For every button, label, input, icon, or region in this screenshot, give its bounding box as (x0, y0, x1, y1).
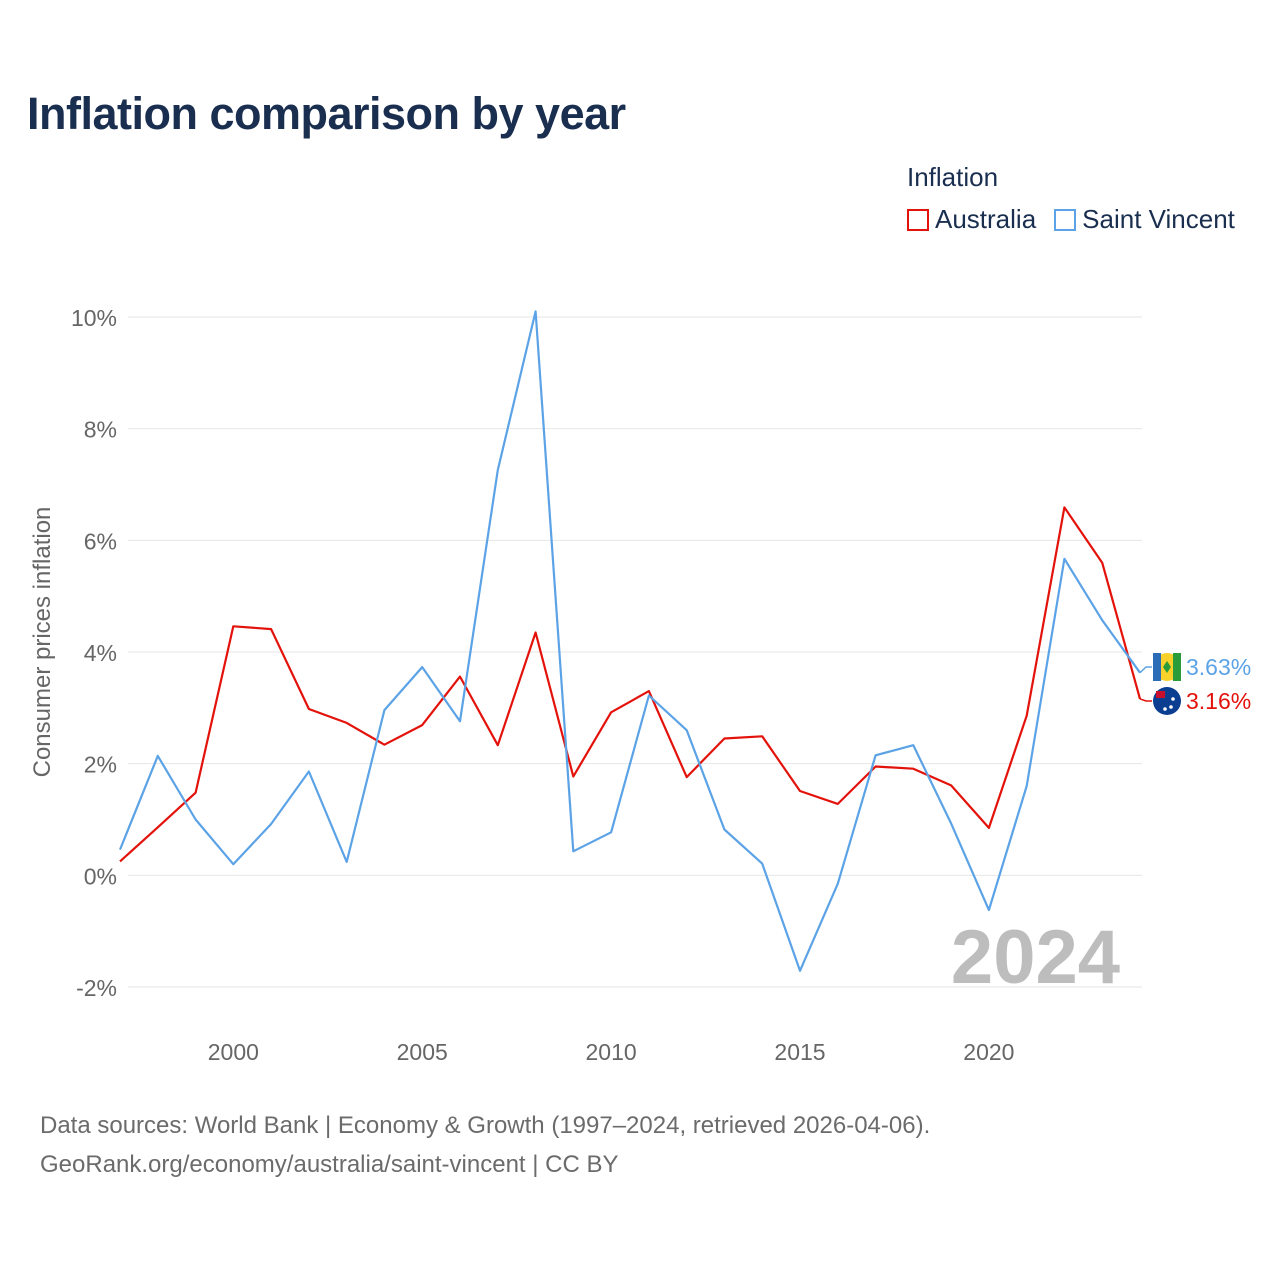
legend-swatch-australia (907, 208, 929, 231)
legend-label-australia: Australia (935, 204, 1037, 234)
footer-link[interactable]: GeoRank.org/economy/australia/saint-vinc… (40, 1151, 619, 1178)
footer: Data sources: World Bank | Economy & Gro… (40, 1106, 930, 1184)
legend-label-saint-vincent: Saint Vincent (1082, 204, 1235, 234)
flag-star (1163, 707, 1167, 711)
x-tick-label: 2020 (963, 1039, 1014, 1065)
series-lines (118, 310, 1142, 972)
y-tick-label: 6% (84, 528, 117, 554)
end-value-label: 3.63% (1186, 654, 1251, 680)
flag-stripe (1173, 653, 1181, 681)
legend-title: Inflation (907, 162, 999, 192)
y-tick-label: 4% (84, 640, 117, 666)
y-tick-label: -2% (76, 975, 117, 1001)
year-watermark: 2024 (951, 915, 1120, 1000)
end-connector (1139, 666, 1152, 674)
legend: Australia Saint Vincent (907, 204, 1253, 235)
end-connector (1139, 698, 1152, 702)
flag-stripe (1153, 653, 1161, 681)
series-line-australia[interactable] (119, 506, 1142, 863)
flag-star (1171, 697, 1175, 701)
x-tick-label: 2005 (397, 1039, 448, 1065)
y-tick-label: 8% (84, 417, 117, 443)
legend-swatch-saint-vincent (1054, 208, 1077, 231)
flag-star (1169, 705, 1173, 709)
legend-item-saint-vincent[interactable]: Saint Vincent (1054, 204, 1235, 235)
end-value-label: 3.16% (1186, 688, 1251, 714)
flag-diamond (1163, 661, 1171, 673)
y-axis-label: Consumer prices inflation (29, 507, 56, 778)
legend-item-australia[interactable]: Australia (907, 204, 1036, 235)
series-line-saint-vincent[interactable] (118, 310, 1141, 972)
y-tick-label: 2% (84, 752, 117, 778)
end-markers: 3.16% 3.63% (1139, 653, 1251, 715)
gridlines (128, 316, 1142, 988)
x-axis-ticks: 2000 2005 2010 2015 2020 (208, 1039, 1015, 1065)
x-tick-label: 2000 (208, 1039, 259, 1065)
y-axis-ticks: -2% 0% 2% 4% 6% 8% 10% (71, 305, 117, 1001)
chart-title: Inflation comparison by year (27, 88, 626, 139)
x-tick-label: 2015 (774, 1039, 825, 1065)
y-tick-label: 0% (84, 863, 117, 889)
union-jack-mark (1156, 691, 1165, 698)
x-tick-label: 2010 (586, 1039, 637, 1065)
y-tick-label: 10% (71, 305, 117, 331)
footer-source: Data sources: World Bank | Economy & Gro… (40, 1112, 931, 1139)
